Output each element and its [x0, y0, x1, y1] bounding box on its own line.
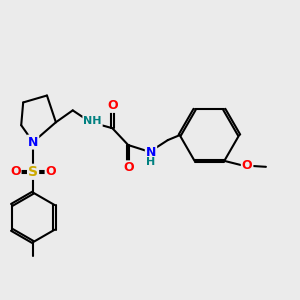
Text: O: O [10, 165, 21, 178]
Text: O: O [123, 161, 134, 174]
Text: N: N [28, 136, 38, 148]
Text: N: N [146, 146, 156, 160]
Text: S: S [28, 165, 38, 179]
Text: O: O [242, 159, 252, 172]
Text: O: O [46, 165, 56, 178]
Text: NH: NH [83, 116, 102, 126]
Text: O: O [107, 99, 118, 112]
Text: H: H [146, 157, 156, 167]
